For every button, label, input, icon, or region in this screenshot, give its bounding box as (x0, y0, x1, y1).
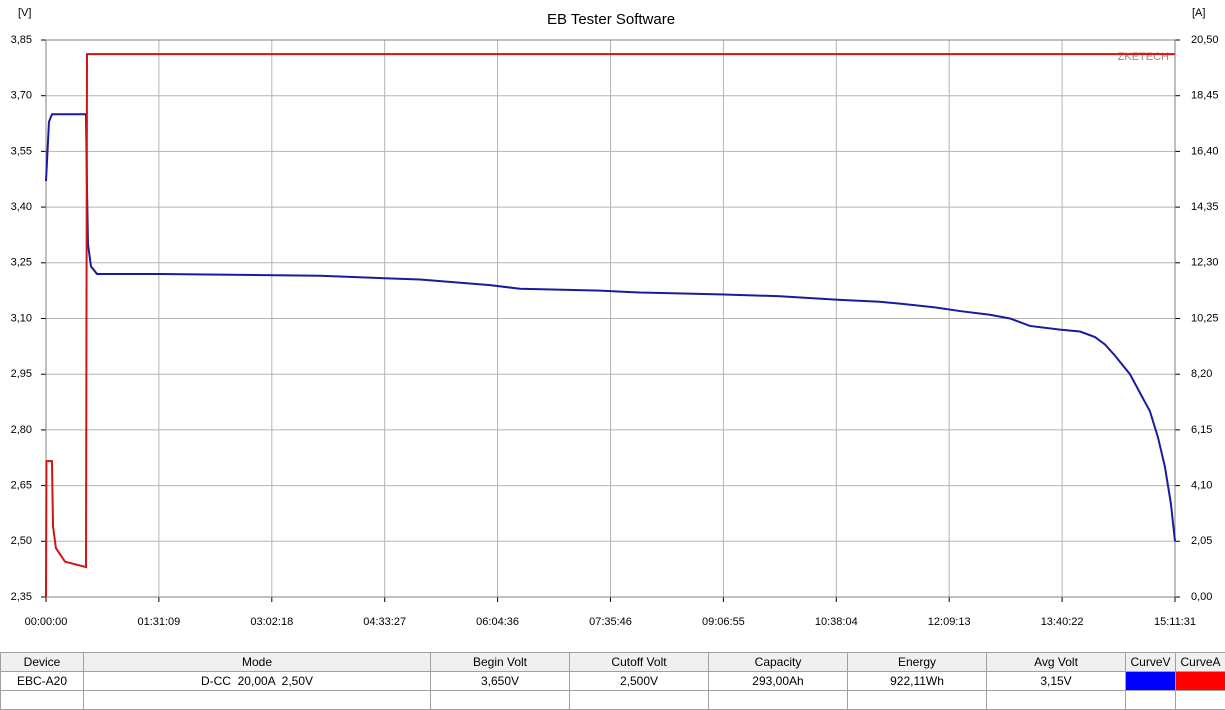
table-header: Device Mode Begin Volt Cutoff Volt Capacity E… (0, 652, 1225, 672)
table-cell: 293,00Ah (708, 671, 848, 691)
y-tick-label: 2,65 (11, 480, 32, 492)
column-header: Mode (83, 652, 431, 672)
y2-tick-label: 10,25 (1191, 312, 1219, 324)
table-cell: 2,500V (569, 671, 709, 691)
column-header: Device (0, 652, 84, 672)
column-header: Begin Volt (430, 652, 570, 672)
y2-axis-label: [A] (1192, 7, 1205, 19)
y-tick-label: 2,95 (11, 368, 32, 380)
table-cell: 3,650V (430, 671, 570, 691)
y2-tick-label: 20,50 (1191, 34, 1219, 46)
table-cell: 3,15V (986, 671, 1126, 691)
column-header: CurveA (1175, 652, 1225, 672)
x-tick-label: 09:06:55 (702, 616, 745, 628)
x-tick-label: 07:35:46 (589, 616, 632, 628)
column-header: CurveV (1125, 652, 1176, 672)
x-tick-label: 13:40:22 (1041, 616, 1084, 628)
y2-tick-label: 18,45 (1191, 90, 1219, 102)
x-tick-label: 04:33:27 (363, 616, 406, 628)
y2-tick-label: 8,20 (1191, 368, 1212, 380)
y-tick-label: 3,40 (11, 201, 32, 213)
x-tick-label: 12:09:13 (928, 616, 971, 628)
column-header: Cutoff Volt (569, 652, 709, 672)
y-tick-label: 3,70 (11, 90, 32, 102)
watermark: ZKETECH (1118, 51, 1169, 63)
curve-swatch (1125, 671, 1176, 691)
data-line (45, 53, 1175, 598)
y2-tick-label: 0,00 (1191, 591, 1212, 603)
chart: EB Tester Software [V] [A] ZKETECH 2,35 2… (11, 7, 1219, 628)
y-tick-label: 2,80 (11, 424, 32, 436)
y-tick-label: 2,35 (11, 591, 32, 603)
y-axis-label: [V] (18, 7, 31, 19)
summary-table: Device Mode Begin Volt Cutoff Volt Capacity E… (0, 652, 1225, 710)
y2-tick-label: 4,10 (1191, 480, 1212, 492)
data-line (45, 113, 1176, 542)
x-tick-label: 15:11:31 (1154, 616, 1196, 628)
table-row: EBC-A20 D-CC 20,00A 2,50V 3,650V 2,500V 293,… (0, 671, 1225, 691)
y2-tick-label: 16,40 (1191, 145, 1219, 157)
x-tick-label: 00:00:00 (25, 616, 68, 628)
y2-tick-label: 2,05 (1191, 535, 1212, 547)
y-tick-label: 3,55 (11, 145, 32, 157)
table-cell: 922,11Wh (847, 671, 987, 691)
plot-frame (45, 39, 1176, 598)
x-tick-label: 03:02:18 (250, 616, 293, 628)
y-tick-label: 2,50 (11, 535, 32, 547)
column-header: Avg Volt (986, 652, 1126, 672)
curve-swatch (1175, 671, 1225, 691)
y2-tick-label: 12,30 (1191, 257, 1219, 269)
table-row-empty (0, 690, 1225, 710)
y2-tick-label: 14,35 (1191, 201, 1219, 213)
x-tick-label: 06:04:36 (476, 616, 519, 628)
y-tick-label: 3,25 (11, 257, 32, 269)
x-tick-label: 01:31:09 (137, 616, 180, 628)
chart-title: EB Tester Software (547, 11, 675, 28)
table-cell: D-CC 20,00A 2,50V (83, 671, 431, 691)
table-cell: EBC-A20 (0, 671, 84, 691)
x-tick-label: 10:38:04 (815, 616, 858, 628)
y-tick-label: 3,10 (11, 312, 32, 324)
y2-tick-label: 6,15 (1191, 424, 1212, 436)
column-header: Energy (847, 652, 987, 672)
column-header: Capacity (708, 652, 848, 672)
y-tick-label: 3,85 (11, 34, 32, 46)
